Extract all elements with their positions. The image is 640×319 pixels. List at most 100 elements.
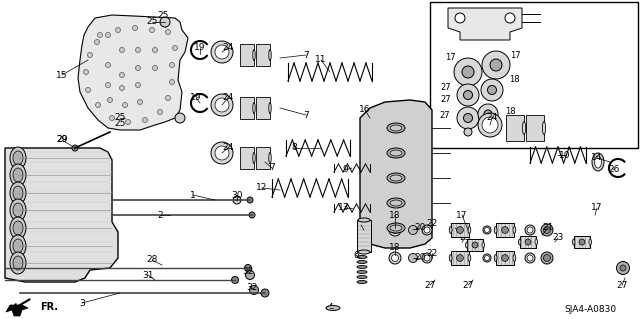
Circle shape bbox=[525, 253, 535, 263]
Circle shape bbox=[106, 33, 111, 38]
Circle shape bbox=[457, 84, 479, 106]
Text: 18: 18 bbox=[509, 76, 519, 85]
Circle shape bbox=[95, 102, 100, 108]
Circle shape bbox=[525, 225, 535, 235]
Bar bbox=[256, 97, 270, 119]
Circle shape bbox=[138, 100, 143, 105]
Ellipse shape bbox=[357, 276, 367, 278]
Circle shape bbox=[620, 265, 626, 271]
Ellipse shape bbox=[13, 256, 23, 270]
Ellipse shape bbox=[13, 221, 23, 235]
Ellipse shape bbox=[390, 175, 402, 181]
Circle shape bbox=[389, 252, 401, 264]
Ellipse shape bbox=[246, 152, 248, 164]
Text: 25: 25 bbox=[147, 18, 157, 26]
Circle shape bbox=[215, 45, 229, 59]
Circle shape bbox=[456, 226, 463, 234]
Text: 24: 24 bbox=[222, 93, 234, 102]
Circle shape bbox=[120, 48, 125, 53]
Text: 6: 6 bbox=[353, 250, 359, 259]
Text: 17: 17 bbox=[509, 50, 520, 60]
Text: 28: 28 bbox=[147, 256, 157, 264]
Text: 21: 21 bbox=[449, 224, 461, 233]
Circle shape bbox=[616, 262, 630, 275]
Circle shape bbox=[422, 253, 432, 263]
Circle shape bbox=[233, 196, 241, 204]
Circle shape bbox=[152, 48, 157, 53]
Text: 19: 19 bbox=[195, 43, 205, 53]
Ellipse shape bbox=[535, 239, 538, 245]
Circle shape bbox=[86, 87, 90, 93]
Circle shape bbox=[120, 72, 125, 78]
Ellipse shape bbox=[358, 250, 370, 254]
Circle shape bbox=[170, 79, 175, 85]
Bar bbox=[573, 236, 590, 248]
Circle shape bbox=[72, 145, 78, 151]
Text: 29: 29 bbox=[56, 136, 68, 145]
Text: SJA4-A0830: SJA4-A0830 bbox=[564, 306, 616, 315]
Text: 26: 26 bbox=[608, 166, 620, 174]
Ellipse shape bbox=[533, 122, 536, 135]
Ellipse shape bbox=[468, 255, 470, 261]
Text: 18: 18 bbox=[389, 243, 401, 253]
Text: 7: 7 bbox=[303, 50, 309, 60]
Text: 27: 27 bbox=[441, 84, 451, 93]
Text: 16: 16 bbox=[359, 106, 371, 115]
Ellipse shape bbox=[262, 102, 264, 114]
Ellipse shape bbox=[13, 168, 23, 182]
Bar bbox=[240, 44, 254, 66]
Text: 20: 20 bbox=[414, 254, 426, 263]
Circle shape bbox=[472, 242, 478, 248]
Ellipse shape bbox=[358, 218, 370, 222]
Bar bbox=[495, 251, 515, 265]
Circle shape bbox=[482, 117, 498, 133]
Text: 14: 14 bbox=[591, 153, 603, 162]
Ellipse shape bbox=[269, 49, 271, 61]
Bar bbox=[240, 147, 254, 169]
Ellipse shape bbox=[253, 49, 255, 61]
Text: 9: 9 bbox=[342, 166, 348, 174]
Circle shape bbox=[160, 17, 170, 27]
Circle shape bbox=[106, 63, 111, 68]
Text: 25: 25 bbox=[115, 118, 125, 128]
Circle shape bbox=[484, 110, 492, 118]
Circle shape bbox=[250, 286, 259, 294]
Circle shape bbox=[125, 120, 131, 124]
Circle shape bbox=[175, 113, 185, 123]
Ellipse shape bbox=[387, 148, 405, 158]
Ellipse shape bbox=[390, 125, 402, 131]
Ellipse shape bbox=[269, 102, 271, 114]
Text: 29: 29 bbox=[56, 136, 68, 145]
Ellipse shape bbox=[465, 242, 468, 248]
Ellipse shape bbox=[357, 261, 367, 263]
Ellipse shape bbox=[468, 226, 470, 234]
Circle shape bbox=[108, 98, 113, 102]
Circle shape bbox=[157, 109, 163, 115]
Ellipse shape bbox=[357, 256, 367, 258]
Ellipse shape bbox=[10, 199, 26, 221]
Circle shape bbox=[152, 65, 157, 70]
Circle shape bbox=[392, 226, 399, 234]
Text: 23: 23 bbox=[460, 234, 470, 242]
Text: 25: 25 bbox=[157, 11, 169, 20]
Ellipse shape bbox=[253, 152, 255, 164]
Circle shape bbox=[170, 63, 175, 68]
Circle shape bbox=[488, 85, 497, 94]
Circle shape bbox=[215, 146, 229, 160]
Ellipse shape bbox=[326, 306, 340, 310]
Circle shape bbox=[457, 107, 479, 129]
Text: 19: 19 bbox=[190, 93, 202, 102]
Circle shape bbox=[454, 58, 482, 86]
Circle shape bbox=[462, 66, 474, 78]
Circle shape bbox=[106, 83, 111, 87]
Text: 32: 32 bbox=[246, 284, 258, 293]
Circle shape bbox=[490, 59, 502, 71]
Circle shape bbox=[166, 29, 170, 34]
Ellipse shape bbox=[513, 226, 516, 234]
Ellipse shape bbox=[390, 225, 402, 231]
Text: 7: 7 bbox=[269, 164, 275, 173]
Circle shape bbox=[483, 226, 491, 234]
Circle shape bbox=[463, 91, 472, 100]
Circle shape bbox=[211, 94, 233, 116]
Circle shape bbox=[543, 255, 550, 262]
